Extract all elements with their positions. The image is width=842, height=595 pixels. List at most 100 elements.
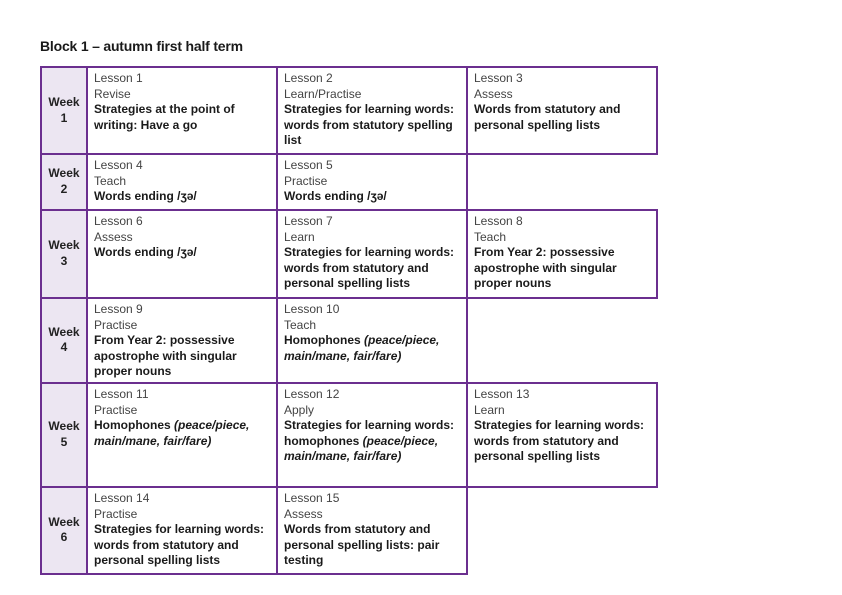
topic-text: Words from statutory and personal spelli… [284,522,440,568]
topic-text: Words from statutory and personal spelli… [474,102,621,132]
week-row: Week 3 Lesson 6 Assess Words ending /ʒə/Less… [40,209,658,299]
week-label: Week 1 [40,66,88,155]
lesson-type: Assess [284,506,323,521]
week-label: Week 3 [40,209,88,299]
topic-text: Strategies at the point of writing: Have… [94,102,235,132]
lesson-topic: From Year 2: possessive apostrophe with … [474,245,650,292]
topic-text: Strategies for learning words: homophone… [284,418,455,448]
lesson-type: Practise [94,506,138,521]
week-word: Week [48,419,80,434]
lesson-topic: Strategies at the point of writing: Have… [94,102,270,133]
topic-text: Words ending /ʒə/ [94,189,197,204]
lesson-topic: Strategies for learning words: words fro… [94,522,270,569]
lesson-type: Revise [94,86,131,101]
lesson-cell: Lesson 12 Apply Strategies for learning wo… [276,381,468,488]
topic-text: Strategies for learning words: words fro… [94,522,265,568]
lesson-cell: Lesson 6 Assess Words ending /ʒə/ [86,209,278,299]
lesson-number: Lesson 13 [474,386,530,401]
lesson-number: Lesson 4 [94,158,143,172]
topic-text: Words ending /ʒə/ [94,245,197,260]
lesson-number: Lesson 14 [94,490,150,505]
lesson-topic: From Year 2: possessive apostrophe with … [94,333,270,380]
lesson-number: Lesson 9 [94,302,143,316]
lesson-cell: Lesson 2 Learn/Practise Strategies for lea… [276,66,468,155]
block-title: Block 1 – autumn first half term [40,38,243,54]
lesson-type: Learn [284,229,315,244]
lesson-topic: Words from statutory and personal spelli… [474,102,650,133]
lesson-topic: Strategies for learning words: words fro… [284,245,460,292]
topic-text: Words ending /ʒə/ [284,189,387,204]
week-row: Week 5 Lesson 11 Practise Homophones (peace/… [40,381,658,488]
empty-cell [467,298,657,383]
week-row: Week 2 Lesson 4 Teach Words ending /ʒə/Lesso… [40,153,657,211]
week-number: 1 [60,110,68,125]
lesson-number: Lesson 2 [284,71,333,85]
week-label: Week 6 [40,485,88,575]
lesson-cell: Lesson 9 Practise From Year 2: possessive … [86,297,278,384]
lesson-topic: Words ending /ʒə/ [94,245,270,261]
lesson-number: Lesson 8 [474,214,523,228]
lesson-type: Learn [474,402,505,417]
lesson-topic: Words ending /ʒə/ [284,189,460,205]
lesson-topic: Words from statutory and personal spelli… [284,522,460,569]
topic-text: Homophones [284,333,361,348]
lesson-number: Lesson 5 [284,158,333,172]
lesson-topic: Words ending /ʒə/ [94,189,270,205]
lesson-topic: Strategies for learning words: homophone… [284,418,460,465]
week-number: 3 [60,254,68,268]
topic-text: Strategies for learning words: words fro… [284,102,455,148]
topic-text: Homophones [94,418,171,433]
lesson-cell: Lesson 7 Learn Strategies for learning wor… [276,209,468,299]
lesson-type: Assess [94,229,133,244]
lesson-number: Lesson 7 [284,214,333,228]
lesson-cell: Lesson 14 Practise Strategies for learning… [86,485,278,575]
lesson-cell: Lesson 3 Assess Words from statutory and p… [466,66,658,155]
lesson-cell: Lesson 1 Revise Strategies at the point of… [86,66,278,155]
week-word: Week [48,324,80,339]
week-word: Week [48,166,80,181]
lesson-number: Lesson 12 [284,386,340,401]
lesson-type: Teach [284,317,317,332]
week-number: 6 [60,530,68,545]
lesson-cell: Lesson 13 Learn Strategies for learning wo… [466,381,658,488]
lesson-type: Practise [284,173,328,188]
lesson-topic: Strategies for learning words: words fro… [284,102,460,149]
lesson-schedule-table: Week 1 Lesson 1 Revise Strategies at the poi… [40,66,658,575]
lesson-type: Practise [94,402,138,417]
lesson-cell: Lesson 11 Practise Homophones (peace/piece… [86,381,278,488]
week-label: Week 5 [40,381,88,488]
lesson-cell: Lesson 8 Teach From Year 2: possessive apo… [466,209,658,299]
lesson-topic: Strategies for learning words: words fro… [474,418,650,465]
topic-text: Strategies for learning words: words fro… [284,245,455,291]
topic-text: From Year 2: possessive apostrophe with … [94,333,237,379]
lesson-number: Lesson 1 [94,71,143,85]
topic-text: Strategies for learning words: words fro… [474,418,645,464]
week-number: 5 [60,434,68,449]
week-word: Week [48,514,80,529]
lesson-cell: Lesson 5 Practise Words ending /ʒə/ [276,153,468,211]
empty-cell [467,154,657,210]
week-label: Week 2 [40,153,88,211]
lesson-number: Lesson 6 [94,214,143,228]
week-row: Week 4 Lesson 9 Practise From Year 2: posses… [40,297,657,384]
week-number: 4 [60,340,68,355]
lesson-cell: Lesson 4 Teach Words ending /ʒə/ [86,153,278,211]
topic-examples: (peace/piece, main/mane, fair/fare) [284,333,440,363]
lesson-number: Lesson 11 [94,386,149,401]
lesson-type: Assess [474,86,513,101]
week-row: Week 6 Lesson 14 Practise Strategies for lea… [40,485,657,575]
topic-text: From Year 2: possessive apostrophe with … [474,245,617,291]
week-word: Week [48,238,80,253]
week-word: Week [48,94,80,109]
lesson-cell: Lesson 10 Teach Homophones (peace/piece, m… [276,297,468,384]
lesson-number: Lesson 10 [284,302,340,316]
lesson-type: Teach [474,229,507,244]
lesson-number: Lesson 3 [474,71,523,85]
topic-examples: (peace/piece, main/mane, fair/fare) [284,433,439,464]
lesson-cell: Lesson 15 Assess Words from statutory and … [276,485,468,575]
lesson-type: Apply [284,402,315,417]
week-label: Week 4 [40,297,88,384]
lesson-type: Practise [94,317,138,332]
lesson-type: Teach [94,173,127,188]
empty-cell [467,487,657,574]
